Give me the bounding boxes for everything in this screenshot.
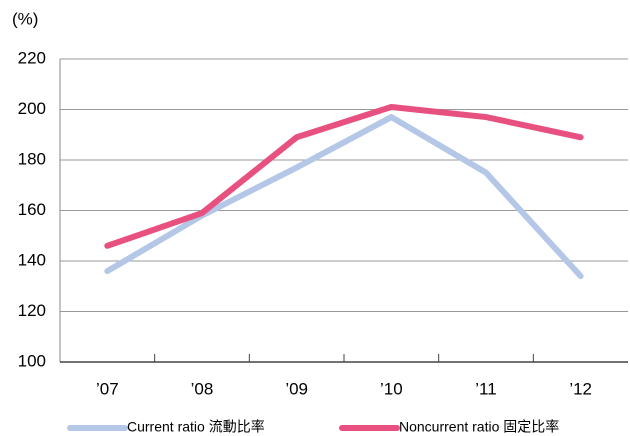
y-tick-label: 220 [18,48,46,67]
y-tick-label: 180 [18,149,46,168]
y-axis-label: (%) [12,9,38,28]
legend-label: Current ratio 流動比率 [127,419,265,435]
series-line [104,103,584,249]
legend-label: Noncurrent ratio 固定比率 [399,419,559,435]
x-tick-label: ’09 [285,379,308,398]
y-tick-label: 160 [18,200,46,219]
y-tick-label: 120 [18,301,46,320]
series-line [104,114,584,280]
x-tick-label: ’11 [475,379,496,398]
x-tick-label: ’07 [96,379,119,398]
x-tick-label: ’12 [569,379,592,398]
x-tick-label: ’08 [191,379,214,398]
y-tick-label: 200 [18,99,46,118]
x-tick-label: ’10 [380,379,403,398]
y-tick-label: 140 [18,250,46,269]
y-tick-label: 100 [18,351,46,370]
